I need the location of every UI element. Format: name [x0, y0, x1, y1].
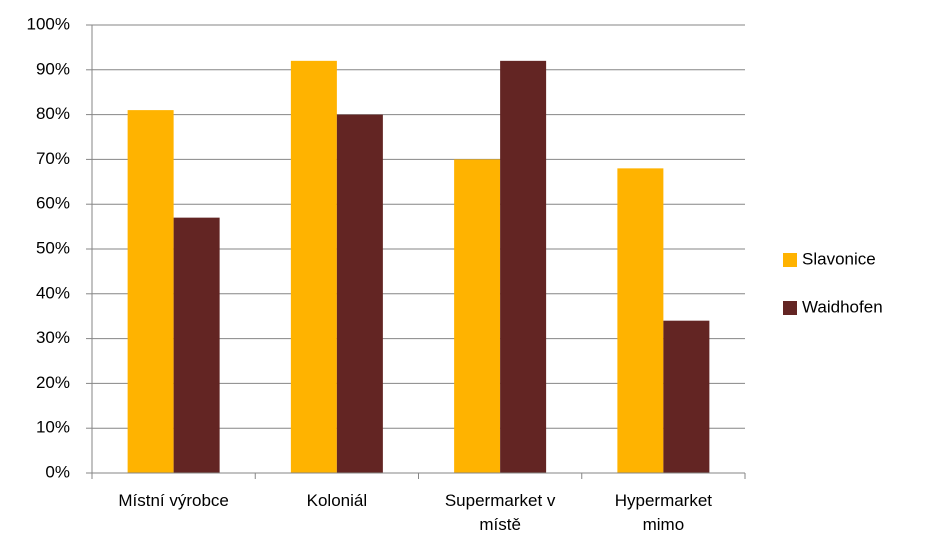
bar: [454, 159, 501, 473]
x-tick-label: Supermarket v místě: [444, 491, 556, 534]
y-tick-label: 50%: [36, 238, 70, 257]
x-tick-label: Koloniál: [306, 491, 368, 510]
y-tick-label: 20%: [36, 373, 70, 392]
y-tick-label: 80%: [36, 104, 70, 123]
bar: [336, 114, 383, 473]
bar: [500, 60, 547, 474]
y-tick-label: 10%: [36, 418, 70, 437]
bar: [663, 320, 710, 473]
bar: [127, 110, 174, 474]
x-tick-label: Místní výrobce: [118, 491, 229, 510]
legend-label: Waidhofen: [802, 297, 883, 316]
legend-swatch: [783, 301, 797, 315]
y-tick-label: 30%: [36, 328, 70, 347]
legend-label: Slavonice: [802, 249, 876, 268]
x-tick-label: Hypermarket mimo: [614, 491, 713, 534]
y-tick-label: 70%: [36, 149, 70, 168]
y-tick-label: 0%: [45, 462, 70, 481]
bar: [617, 168, 664, 474]
bar: [173, 217, 220, 473]
legend-swatch: [783, 253, 797, 267]
y-tick-label: 100%: [27, 14, 70, 33]
y-tick-label: 60%: [36, 194, 70, 213]
y-tick-label: 40%: [36, 283, 70, 302]
y-tick-label: 90%: [36, 59, 70, 78]
bar: [290, 60, 337, 474]
